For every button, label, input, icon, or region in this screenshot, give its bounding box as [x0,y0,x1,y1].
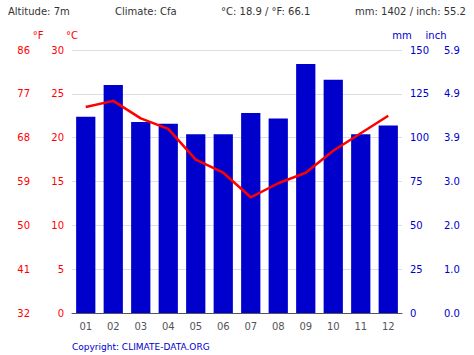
svg-text:75: 75 [410,176,423,187]
svg-text:30: 30 [51,45,64,56]
svg-text:0: 0 [58,308,64,319]
svg-text:Climate: Cfa: Climate: Cfa [115,6,177,17]
svg-text:06: 06 [217,321,230,332]
svg-text:05: 05 [189,321,202,332]
svg-text:41: 41 [17,264,30,275]
svg-text:Altitude: 7m: Altitude: 7m [8,6,70,17]
svg-text:0.0: 0.0 [444,308,460,319]
svg-text:20: 20 [51,132,64,143]
svg-text:86: 86 [17,45,30,56]
svg-text:°F: °F [33,30,44,41]
svg-text:09: 09 [299,321,312,332]
svg-text:01: 01 [79,321,92,332]
svg-text:4.9: 4.9 [444,88,460,99]
svg-text:25: 25 [410,264,423,275]
svg-text:1.0: 1.0 [444,264,460,275]
svg-text:08: 08 [272,321,285,332]
svg-text:inch: inch [426,30,447,41]
svg-text:100: 100 [410,132,429,143]
svg-text:3.9: 3.9 [444,132,460,143]
svg-text:°C: °C [66,30,78,41]
svg-text:10: 10 [327,321,340,332]
svg-text:03: 03 [134,321,147,332]
svg-text:0: 0 [410,308,416,319]
svg-text:25: 25 [51,88,64,99]
svg-text:°C: 18.9 / °F: 66.1: °C: 18.9 / °F: 66.1 [221,6,310,17]
svg-text:10: 10 [51,220,64,231]
svg-text:2.0: 2.0 [444,220,460,231]
svg-text:50: 50 [410,220,423,231]
svg-text:125: 125 [410,88,429,99]
svg-text:04: 04 [162,321,175,332]
svg-text:59: 59 [17,176,30,187]
svg-text:15: 15 [51,176,64,187]
svg-text:Copyright: CLIMATE-DATA.ORG: Copyright: CLIMATE-DATA.ORG [72,342,210,352]
svg-text:5.9: 5.9 [444,45,460,56]
svg-text:07: 07 [244,321,257,332]
svg-text:32: 32 [17,308,30,319]
svg-text:02: 02 [107,321,120,332]
svg-text:5: 5 [58,264,64,275]
svg-text:77: 77 [17,88,30,99]
svg-text:50: 50 [17,220,30,231]
svg-text:mm: mm [392,30,411,41]
svg-text:68: 68 [17,132,30,143]
svg-text:11: 11 [354,321,367,332]
svg-text:3.0: 3.0 [444,176,460,187]
svg-text:150: 150 [410,45,429,56]
svg-text:mm: 1402 / inch: 55.2: mm: 1402 / inch: 55.2 [355,6,466,17]
svg-text:12: 12 [382,321,395,332]
